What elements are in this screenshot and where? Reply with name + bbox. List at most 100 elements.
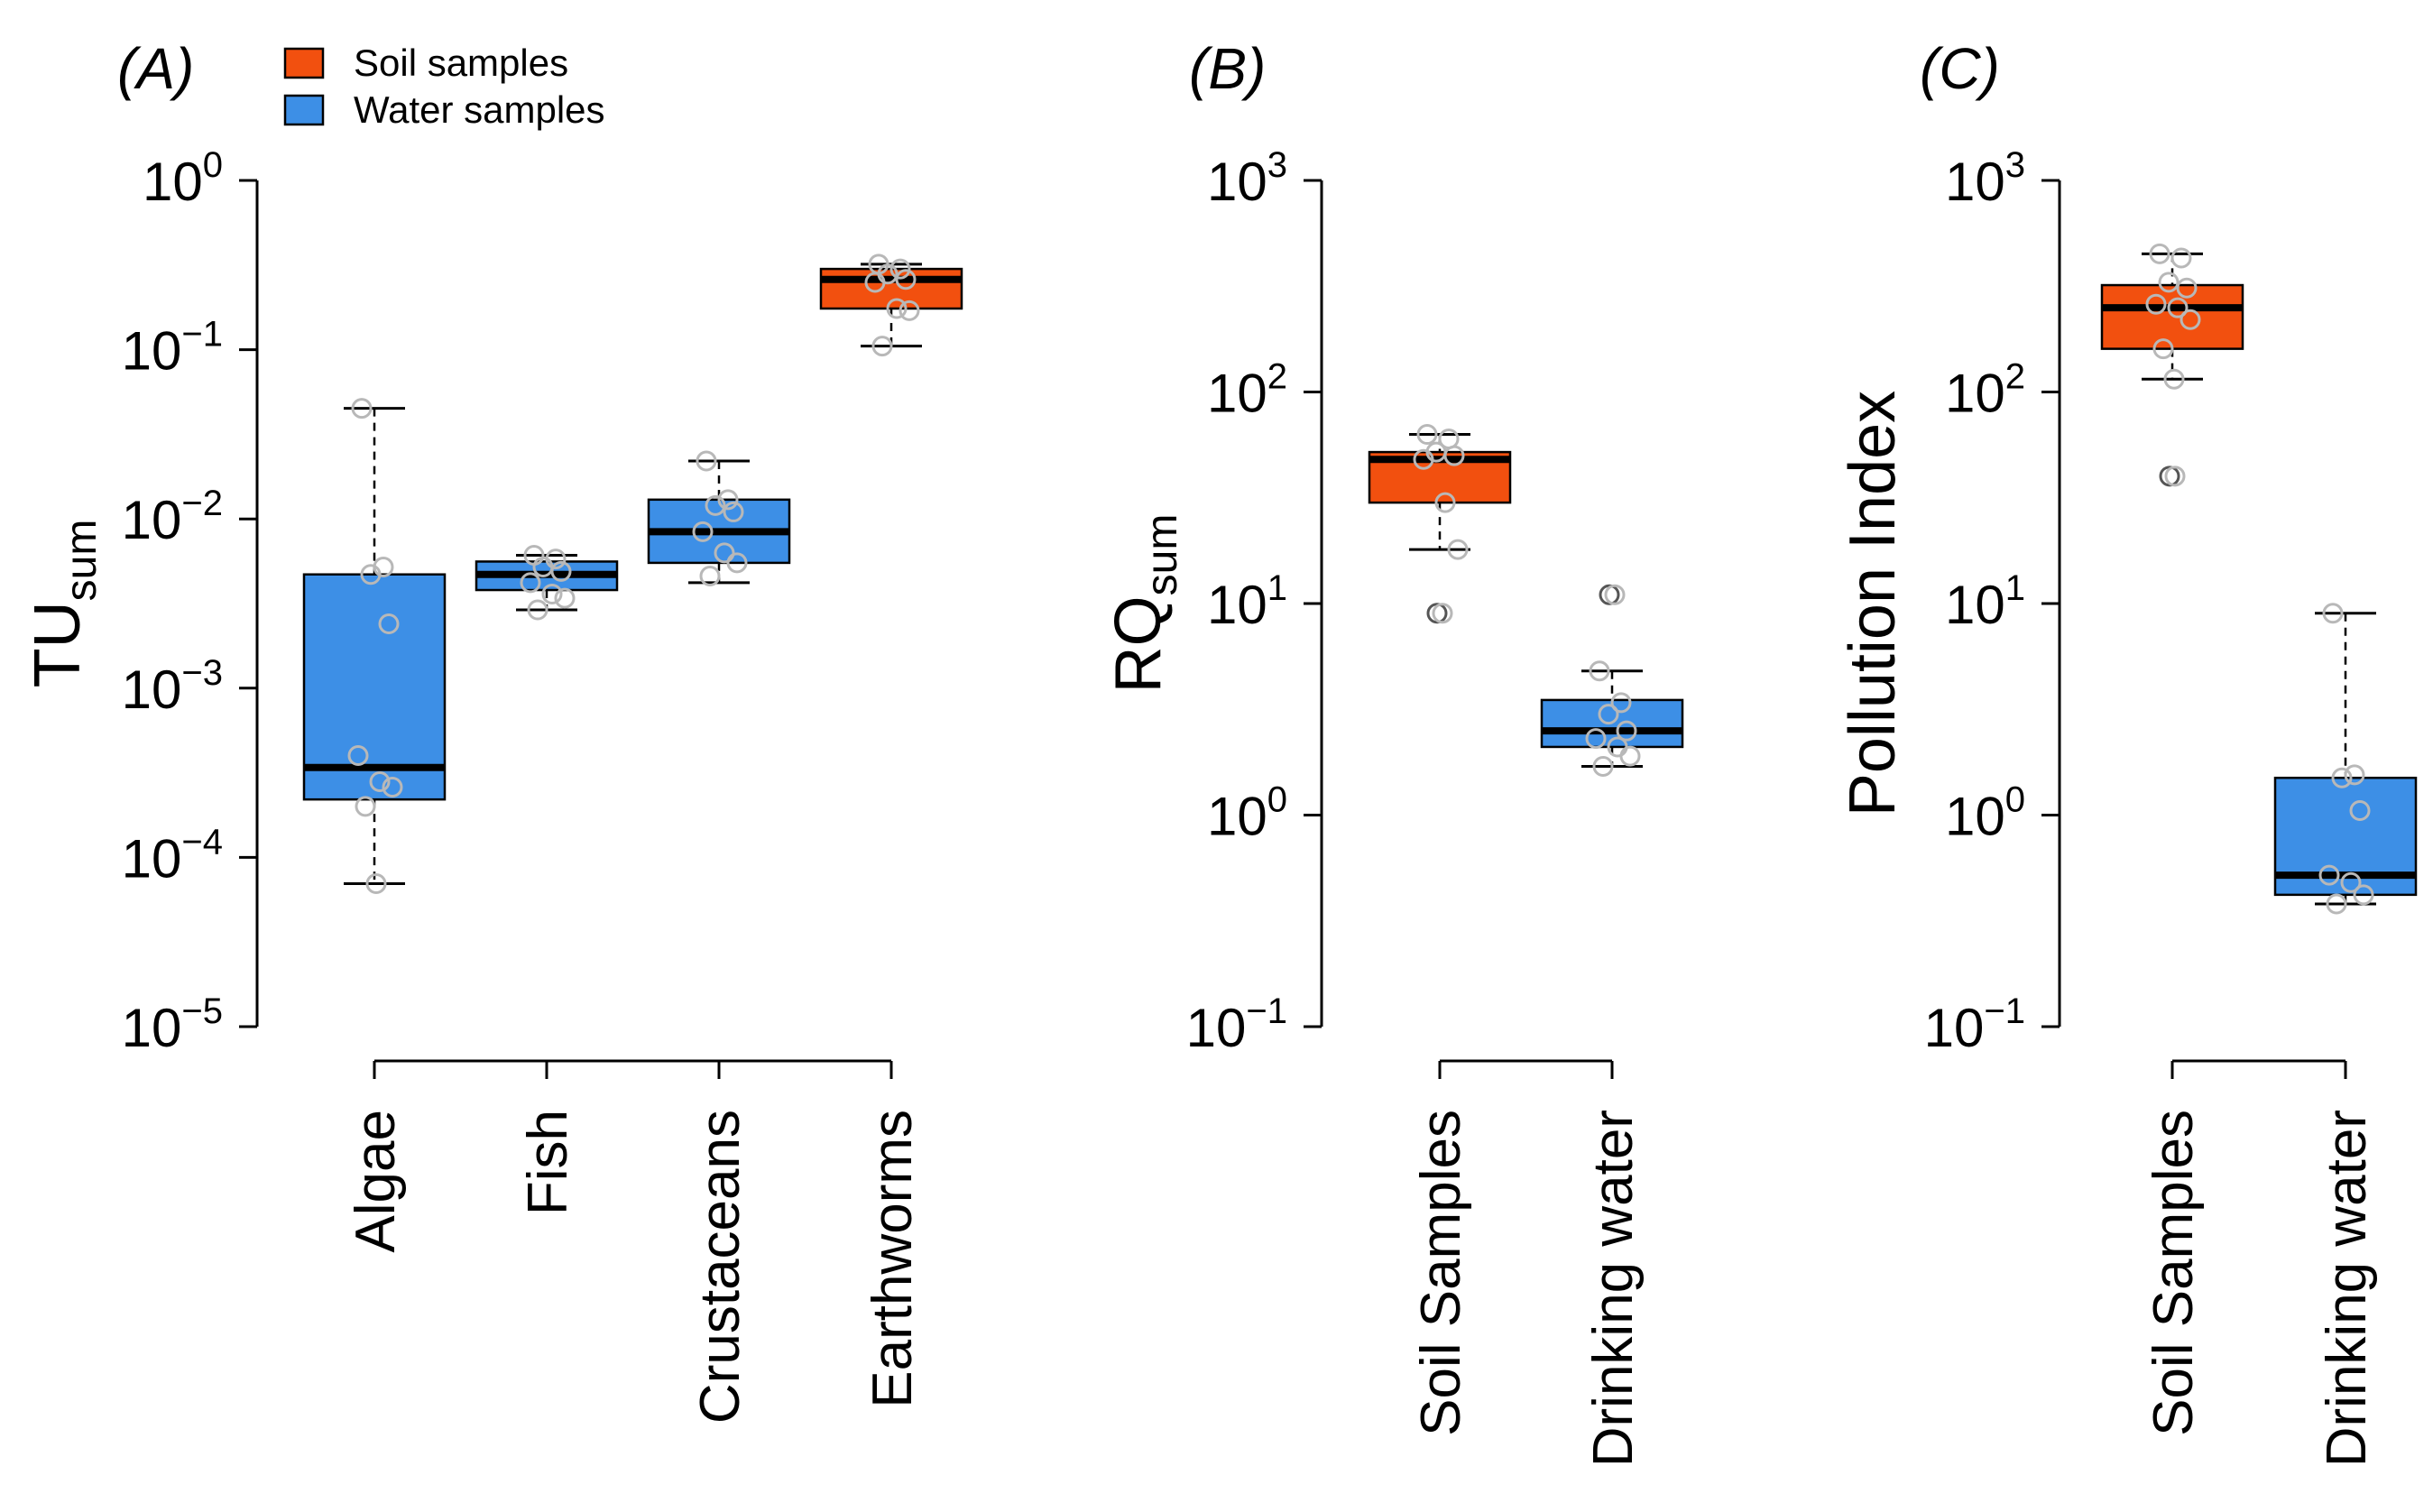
data-point [2170,247,2192,269]
x-tick-label: Crustaceans [689,1110,751,1424]
data-point [369,771,391,793]
data-point [699,565,721,586]
outlier-point [1604,584,1626,605]
data-point [1589,660,1610,682]
data-point [1616,720,1637,742]
y-tick-label: 10−4 [122,822,223,889]
data-point [2152,338,2174,360]
y-axis-title: RQsum [1102,514,1186,694]
data-point [2349,800,2371,822]
data-point [2145,293,2167,315]
box-iqr [302,573,447,801]
y-tick-label: 10−1 [122,315,223,382]
x-tick-label: Drinking water [2316,1110,2378,1467]
data-point [554,587,576,609]
data-point [378,613,400,634]
panel-label-c: (C) [1920,36,2000,101]
y-tick-label: 100 [143,145,223,212]
x-tick-label: Earthworms [862,1110,924,1408]
data-point [2180,309,2201,330]
data-point [692,521,714,542]
data-point [1592,755,1614,777]
data-point [347,744,369,766]
data-point [360,564,382,585]
data-point [365,872,387,894]
outlier-point [1599,584,1620,605]
data-point [1610,692,1632,714]
data-point [1413,448,1434,470]
y-tick-label: 102 [1945,357,2025,424]
data-point [2167,297,2189,318]
data-point [2176,277,2198,299]
data-point [2340,871,2362,893]
panel-a-tu-sum: 100 10−1 10−2 10−3 10−4 10−5 TUsum Algae Fish Cru… [22,145,963,1424]
y-tick-label: 10−1 [1186,991,1287,1058]
data-point [2322,603,2344,624]
y-tick-label: 103 [1207,145,1287,212]
data-point [717,489,739,511]
data-point [889,258,911,280]
y-tick-label: 103 [1945,145,2025,212]
legend: Soil samples Water samples [283,41,605,131]
legend-swatch-water [283,94,325,126]
y-tick-label: 100 [1207,780,1287,847]
outlier-point [2164,466,2186,487]
data-point [2158,272,2180,293]
data-point [520,572,541,594]
data-point [726,552,748,574]
data-point [899,300,920,321]
data-point [2163,368,2185,390]
panel-b-rq-sum: 103 102 101 100 10−1 RQsum Soil Samples Drinkin… [1102,145,1684,1467]
data-point [1598,704,1619,725]
y-axis-title: Pollution Index [1837,391,1909,816]
y-tick-label: 10−2 [122,484,223,550]
y-tick-label: 100 [1945,780,2025,847]
data-point [1447,539,1469,560]
y-tick-label: 101 [1945,568,2025,635]
data-point [382,777,403,798]
data-point [705,494,726,516]
outlier-point [2159,466,2180,487]
data-point [871,336,893,357]
legend-label-water: Water samples [354,88,605,131]
panel-label-b: (B) [1189,36,1266,101]
x-tick-label: Drinking water [1582,1110,1645,1467]
data-point [723,501,744,522]
data-point [886,298,908,319]
data-point [2149,243,2170,264]
data-point [2326,893,2347,915]
y-axis-title: TUsum [22,520,106,688]
panel-label-a: (A) [117,36,194,101]
data-point [864,272,886,293]
data-point [2318,864,2340,886]
outlier-point [1432,603,1453,624]
data-point [1434,492,1456,513]
x-tick-label: Algae [345,1110,407,1253]
y-tick-label: 101 [1207,568,1287,635]
data-point [1619,745,1641,767]
data-point [541,583,563,604]
data-point [2353,884,2374,906]
data-point [1416,424,1438,446]
y-tick-label: 102 [1207,357,1287,424]
data-point [527,599,548,621]
y-tick-label: 10−5 [122,991,223,1058]
data-point [1585,728,1607,750]
data-point [355,796,376,817]
data-point [696,450,717,472]
outlier-point [1426,603,1448,624]
data-point [550,560,572,582]
x-tick-label: Soil Samples [1410,1110,1472,1436]
x-tick-label: Fish [517,1110,579,1215]
x-tick-label: Soil Samples [2143,1110,2205,1436]
data-point [2344,764,2365,786]
panel-c-pollution-index: 103 102 101 100 10−1 Pollution Index Soil Samp… [1837,145,2418,1467]
data-point [351,398,373,419]
data-point [714,542,735,564]
y-tick-label: 10−1 [1924,991,2025,1058]
y-tick-label: 10−3 [122,653,223,720]
data-point [895,269,917,290]
box-iqr [2100,283,2244,350]
legend-swatch-soil [283,47,325,79]
